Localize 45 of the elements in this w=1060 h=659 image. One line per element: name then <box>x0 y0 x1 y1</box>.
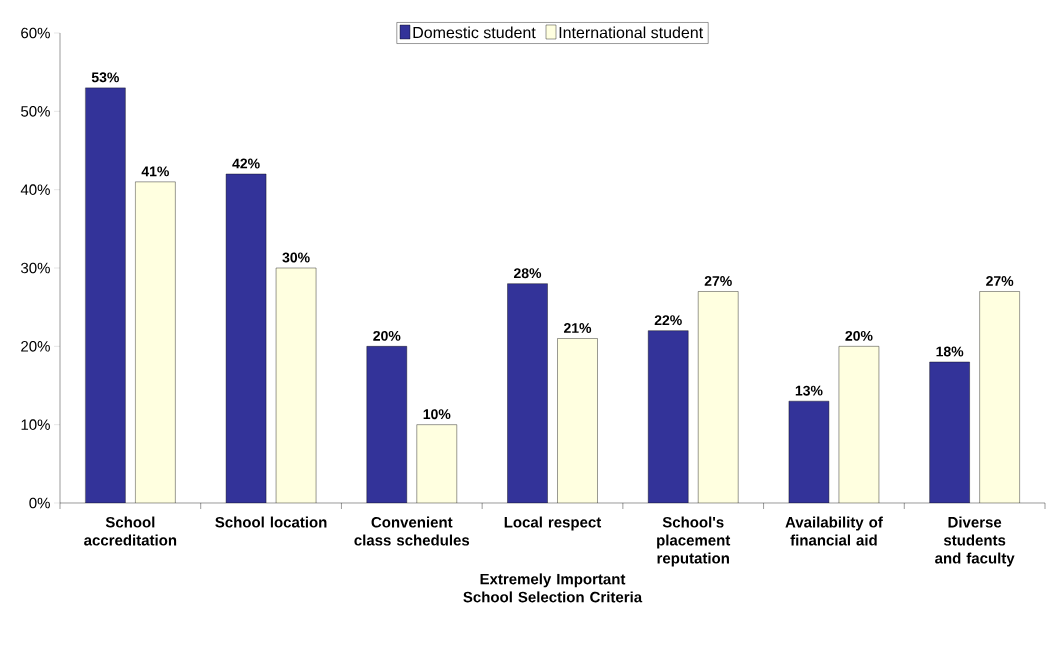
x-tick-label: School accreditation <box>84 516 177 546</box>
bar <box>416 424 457 503</box>
bar <box>979 291 1020 503</box>
bar <box>788 401 829 503</box>
bar <box>698 291 739 503</box>
data-label: 42% <box>232 158 260 169</box>
data-label: 18% <box>936 346 964 357</box>
bar <box>929 361 970 503</box>
x-tick-label: School location <box>215 516 327 528</box>
data-label: 20% <box>373 330 401 341</box>
bar <box>85 87 126 503</box>
x-tick-label: Diverse students and faculty <box>935 516 1015 567</box>
x-tick-label: Convenient class schedules <box>354 516 470 546</box>
legend-label: International student <box>559 26 704 39</box>
legend-label: Domestic student <box>413 26 536 39</box>
y-tick-label: 60% <box>21 27 50 39</box>
bar <box>135 181 176 503</box>
bar <box>507 283 548 503</box>
data-label: 27% <box>704 276 732 286</box>
x-tick-label: Availability of financial aid <box>785 516 883 546</box>
bar <box>226 174 267 503</box>
data-label: 13% <box>795 385 823 396</box>
y-tick-label: 40% <box>20 184 50 195</box>
bar <box>276 268 317 503</box>
data-label: 22% <box>654 315 682 326</box>
bar <box>648 330 689 503</box>
x-axis-title: Extremely Important School Selection Criteria <box>463 573 643 603</box>
data-label: 53% <box>91 72 119 83</box>
y-tick-label: 50% <box>21 106 50 117</box>
x-tick-label: School's placement reputation <box>657 516 731 567</box>
bar <box>838 346 879 503</box>
bar <box>557 338 598 503</box>
data-label: 20% <box>845 330 873 341</box>
bar <box>366 346 407 503</box>
y-tick-label: 0% <box>29 497 50 509</box>
data-label: 28% <box>513 268 542 279</box>
x-tick-label: Local respect <box>504 516 602 531</box>
y-tick-label: 20% <box>21 341 50 352</box>
data-label: 10% <box>423 409 451 420</box>
y-tick-label: 30% <box>21 262 50 274</box>
data-label: 30% <box>282 252 310 263</box>
data-label: 21% <box>563 323 592 333</box>
data-label: 41% <box>141 166 169 177</box>
y-tick-label: 10% <box>21 419 50 430</box>
data-label: 27% <box>986 276 1014 286</box>
